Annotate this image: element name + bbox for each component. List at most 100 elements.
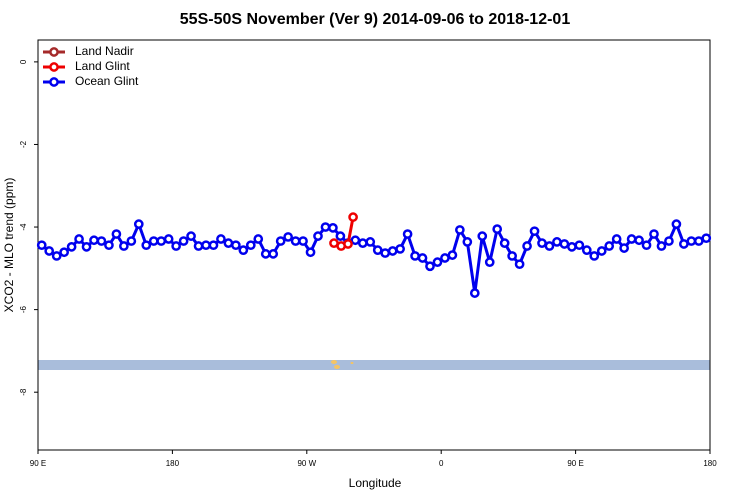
data-point — [589, 251, 600, 261]
data-point — [425, 261, 435, 272]
data-point — [365, 237, 376, 247]
x-tick-label: 90 W — [297, 459, 316, 468]
data-point — [305, 247, 316, 258]
x-tick-label: 180 — [166, 459, 180, 468]
legend-label: Ocean Glint — [75, 74, 139, 88]
data-point — [634, 235, 644, 246]
x-axis-label: Longitude — [349, 476, 402, 490]
data-point — [619, 243, 629, 253]
data-point — [537, 238, 547, 248]
data-point — [290, 236, 301, 246]
data-point — [604, 241, 615, 251]
data-point — [372, 245, 383, 256]
series-line — [40, 220, 707, 294]
data-point — [574, 240, 585, 251]
x-tick-label: 180 — [703, 459, 717, 468]
data-point — [313, 231, 323, 241]
data-point — [552, 237, 562, 247]
data-point — [59, 247, 69, 258]
data-point — [320, 222, 331, 232]
data-point — [581, 245, 592, 256]
legend-marker — [49, 77, 59, 87]
data-point — [499, 238, 510, 248]
data-point — [350, 235, 361, 246]
data-point — [133, 219, 144, 229]
data-point — [238, 245, 249, 256]
data-point — [492, 224, 503, 234]
land-mask-strip — [38, 360, 710, 370]
data-point — [119, 241, 129, 251]
data-point — [469, 288, 480, 298]
legend-marker — [49, 62, 59, 72]
data-point — [208, 240, 219, 251]
data-point — [402, 229, 413, 239]
data-point — [141, 240, 152, 251]
data-point — [641, 240, 652, 251]
data-point — [96, 236, 107, 246]
data-point — [223, 238, 234, 248]
chart-title: 55S-50S November (Ver 9) 2014-09-06 to 2… — [180, 11, 571, 28]
data-point — [432, 257, 443, 267]
data-point — [522, 241, 532, 251]
data-point — [559, 239, 570, 249]
data-point — [275, 236, 286, 246]
data-point — [664, 236, 674, 246]
y-tick-label: -2 — [19, 140, 28, 148]
data-point — [484, 257, 495, 267]
y-axis-label: XCO2 - MLO trend (ppm) — [2, 178, 16, 313]
data-point — [514, 259, 525, 270]
data-point — [44, 246, 55, 256]
data-point — [596, 246, 607, 256]
x-tick-label: 90 E — [30, 459, 46, 468]
data-point — [626, 234, 637, 244]
data-point — [380, 248, 391, 258]
data-point — [462, 237, 473, 247]
data-point — [66, 242, 77, 252]
data-point — [447, 250, 458, 260]
data-point — [417, 253, 428, 263]
y-tick-label: -4 — [19, 223, 28, 231]
data-point — [178, 236, 189, 246]
data-point — [544, 241, 555, 251]
legend-label: Land Nadir — [75, 44, 134, 58]
data-point — [74, 234, 84, 244]
data-point — [686, 236, 697, 246]
data-point — [455, 225, 465, 235]
data-point — [656, 241, 667, 251]
y-tick-label: 0 — [19, 59, 28, 64]
data-point — [395, 244, 405, 254]
data-point — [253, 234, 264, 244]
data-point — [126, 236, 137, 246]
data-point — [81, 242, 92, 252]
data-point — [171, 241, 181, 251]
data-point — [679, 239, 689, 249]
data-point — [245, 240, 256, 251]
data-point — [567, 242, 577, 252]
data-point — [89, 235, 99, 246]
data-point — [671, 219, 682, 229]
data-point — [387, 246, 398, 256]
data-point — [260, 249, 271, 259]
legend-label: Land Glint — [75, 59, 130, 73]
data-point — [343, 239, 353, 249]
data-point — [507, 251, 517, 261]
land-spot — [350, 362, 354, 364]
data-point — [156, 236, 167, 246]
land-spot — [334, 365, 340, 369]
legend-marker — [49, 47, 59, 57]
data-point — [268, 249, 279, 259]
data-point — [298, 236, 308, 246]
data-point — [701, 233, 712, 244]
data-point — [186, 231, 196, 241]
data-point — [231, 240, 241, 251]
data-point — [410, 251, 420, 261]
data-point — [148, 236, 159, 246]
y-tick-label: -6 — [19, 306, 28, 314]
x-tick-label: 90 E — [567, 459, 583, 468]
data-point — [201, 240, 211, 251]
data-point — [328, 223, 338, 233]
data-point — [36, 240, 47, 251]
data-point — [163, 234, 174, 244]
